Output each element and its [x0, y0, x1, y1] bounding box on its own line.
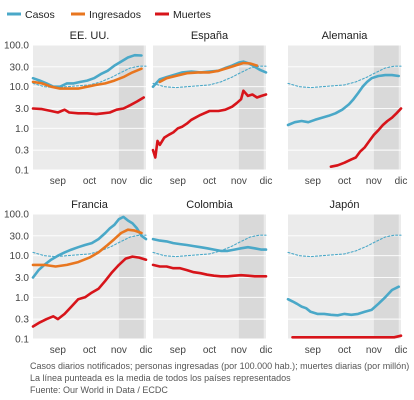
- series-muertes: [291, 334, 403, 339]
- panel-ee-uu: 100.0 30.0 10.0 3.0 1.0 0.3 0.1 EE. UU. sep oct no…: [4, 30, 152, 187]
- small-multiples: 100.0 30.0 10.0 3.0 1.0 0.3 0.1 EE. UU. sep oct no…: [4, 30, 407, 356]
- panel-title: Colombia: [186, 199, 233, 211]
- series-ingresados: [31, 67, 143, 90]
- panel-title: EE. UU.: [70, 30, 110, 42]
- y-tick-label: 0.3: [15, 315, 29, 326]
- y-tick-label: 3.0: [15, 104, 29, 115]
- x-tick-label: oct: [338, 345, 352, 356]
- x-tick-label: oct: [83, 176, 97, 187]
- y-tick-label: 10.0: [10, 82, 30, 93]
- x-tick-label: dic: [260, 345, 273, 356]
- x-tick-label: nov: [111, 345, 127, 356]
- y-tick-label: 100.0: [4, 210, 29, 221]
- x-tick-label: nov: [366, 176, 382, 187]
- x-tick-label: nov: [111, 176, 127, 187]
- y-tick-label: 0.1: [15, 335, 29, 346]
- panel-francia: 100.0 30.0 10.0 3.0 1.0 0.3 0.1 Francia sep oct no…: [4, 199, 152, 356]
- series-muertes: [31, 255, 148, 328]
- panel-title: España: [191, 30, 229, 42]
- x-tick-label: oct: [203, 345, 217, 356]
- footnote-line-2: La línea punteada es la media de todos l…: [30, 373, 291, 383]
- legend-label-muertes: Muertes: [173, 9, 211, 21]
- x-tick-label: nov: [231, 345, 247, 356]
- legend: Casos Ingresados Muertes: [7, 9, 211, 21]
- x-tick-label: nov: [231, 176, 247, 187]
- y-tick-label: 30.0: [10, 231, 30, 242]
- series-average-dotted: [32, 234, 147, 258]
- footnote: Casos diarios notificados; personas ingr…: [30, 361, 409, 395]
- series-muertes: [151, 263, 268, 278]
- series-muertes: [329, 107, 403, 168]
- y-tick-label: 100.0: [4, 41, 29, 52]
- x-tick-label: sep: [50, 345, 67, 356]
- footnote-line-3: Fuente: Our World in Data / ECDC: [30, 385, 168, 395]
- y-tick-label: 3.0: [15, 273, 29, 284]
- panel-japon: Japón sep oct nov dic: [286, 199, 408, 356]
- panel-espana: España sep oct nov dic: [151, 30, 273, 187]
- y-tick-label: 10.0: [10, 251, 30, 262]
- legend-label-ingresados: Ingresados: [89, 9, 141, 21]
- x-tick-label: dic: [395, 176, 408, 187]
- y-tick-label: 0.1: [15, 166, 29, 177]
- y-tick-label: 1.0: [15, 293, 29, 304]
- shaded-period: [373, 45, 399, 170]
- series-ingresados: [158, 61, 259, 84]
- x-tick-label: sep: [305, 345, 322, 356]
- y-tick-label: 0.3: [15, 146, 29, 157]
- series-average-dotted: [152, 234, 267, 258]
- shaded-period: [373, 214, 399, 339]
- y-tick-label: 1.0: [15, 124, 29, 135]
- panel-alemania: Alemania sep oct nov dic: [286, 30, 408, 187]
- x-tick-label: sep: [305, 176, 322, 187]
- x-tick-label: dic: [140, 176, 153, 187]
- series-ingresados: [31, 228, 143, 268]
- panel-colombia: Colombia sep oct nov dic: [151, 199, 273, 356]
- panel-title: Francia: [71, 199, 109, 211]
- series-casos: [286, 73, 401, 127]
- x-tick-label: nov: [366, 345, 382, 356]
- legend-label-casos: Casos: [25, 9, 55, 21]
- series-casos: [151, 237, 268, 253]
- series-average-dotted: [287, 65, 402, 89]
- series-average-dotted: [152, 65, 267, 89]
- series-average-dotted: [287, 234, 402, 258]
- y-tick-label: 30.0: [10, 62, 30, 73]
- series-muertes: [151, 89, 268, 159]
- panel-title: Alemania: [322, 30, 369, 42]
- x-tick-label: dic: [260, 176, 273, 187]
- series-muertes: [31, 96, 145, 116]
- series-casos: [286, 285, 401, 317]
- x-tick-label: sep: [170, 176, 187, 187]
- x-tick-label: sep: [170, 345, 187, 356]
- x-tick-label: oct: [203, 176, 217, 187]
- x-tick-label: oct: [338, 176, 352, 187]
- x-tick-label: oct: [83, 345, 97, 356]
- panel-title: Japón: [330, 199, 360, 211]
- series-casos: [31, 215, 148, 279]
- x-tick-label: sep: [50, 176, 67, 187]
- footnote-line-1: Casos diarios notificados; personas ingr…: [30, 361, 409, 371]
- x-tick-label: dic: [395, 345, 408, 356]
- x-tick-label: dic: [140, 345, 153, 356]
